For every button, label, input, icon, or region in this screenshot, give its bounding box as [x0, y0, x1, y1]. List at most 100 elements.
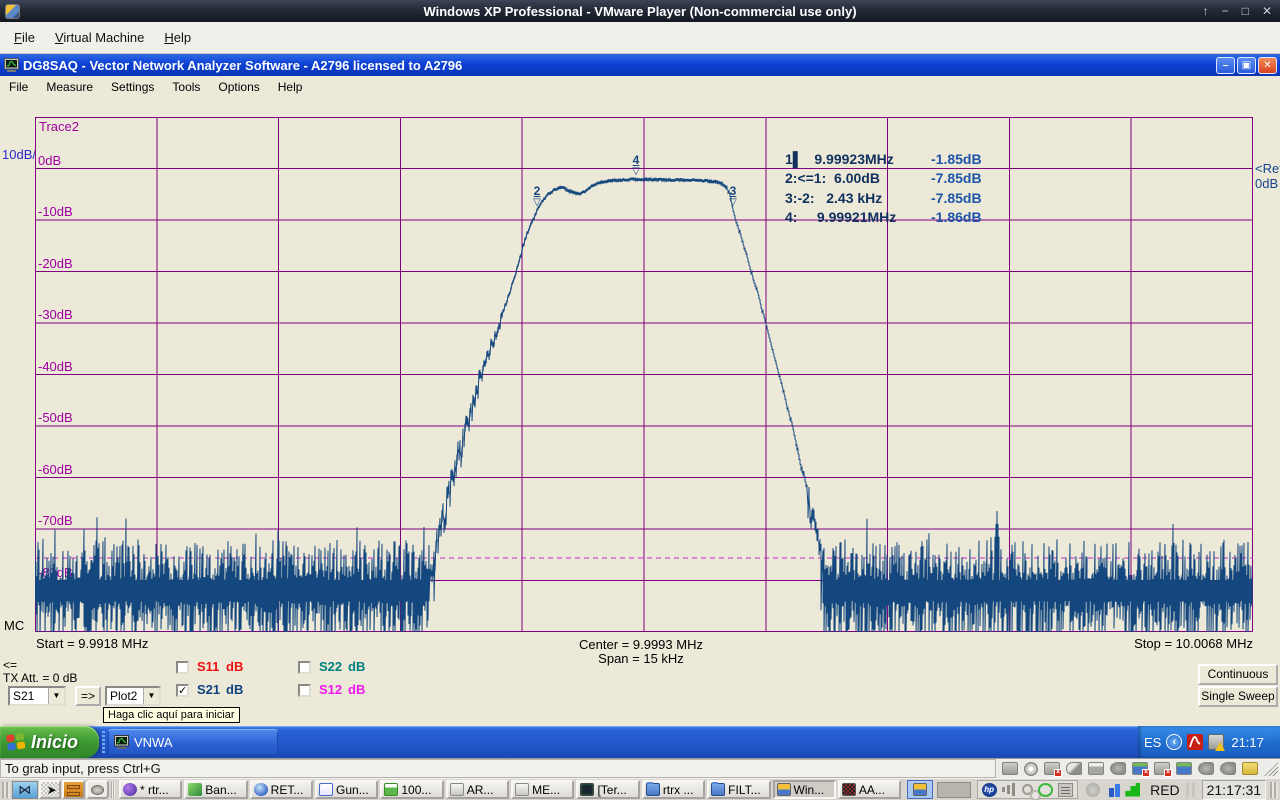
marker-triangle-icon: ▽	[632, 166, 640, 178]
continuous-button[interactable]: Continuous	[1198, 664, 1278, 685]
window-button[interactable]: AA...	[837, 780, 902, 799]
panel-grip[interactable]	[1270, 781, 1279, 798]
vnwa-menu-measure[interactable]: Measure	[46, 79, 94, 94]
start-button[interactable]: Inicio	[0, 726, 99, 758]
floppy-icon[interactable]	[1002, 762, 1018, 775]
resize-grip[interactable]	[1264, 761, 1278, 776]
host-clock[interactable]: 21:17:31	[1201, 779, 1267, 800]
vnwa-app-icon	[114, 734, 129, 749]
checkbox-s21[interactable]: ✓	[176, 684, 189, 697]
s-parameter-select[interactable]: S21 ▼	[8, 686, 66, 706]
window-button[interactable]: [Ter...	[576, 780, 640, 799]
acrobat-tray-icon[interactable]	[1187, 734, 1204, 750]
clipboard-tray-icon[interactable]	[1057, 782, 1073, 797]
vnwa-menu-tools[interactable]: Tools	[172, 79, 201, 94]
marker-row: 1▌ 9.99923MHz -1.85dB	[785, 151, 982, 167]
vnwa-minimize-button[interactable]: –	[1216, 56, 1235, 74]
sound-icon[interactable]	[1110, 762, 1126, 775]
start-button-label: Inicio	[31, 731, 79, 752]
checkbox-s22[interactable]	[298, 661, 311, 674]
task-button-vnwa[interactable]: VNWA	[108, 729, 278, 755]
vnwa-menu-help[interactable]: Help	[277, 79, 303, 94]
vnwa-restore-button[interactable]: ▣	[1237, 56, 1256, 74]
floppy-error-icon[interactable]: ×	[1044, 762, 1062, 777]
vnwa-close-button[interactable]: ✕	[1258, 56, 1277, 74]
window-button-active[interactable]: Win...	[772, 780, 836, 799]
hide-icons-button[interactable]: ‹	[1166, 734, 1183, 750]
single-sweep-button[interactable]: Single Sweep	[1198, 686, 1278, 707]
maximize-icon[interactable]: □	[1241, 4, 1249, 18]
probe-icon[interactable]	[1066, 762, 1082, 775]
printer-icon[interactable]	[1088, 762, 1104, 775]
vnwa-menu-options[interactable]: Options	[218, 79, 260, 94]
checkbox-s22-unit: dB	[348, 659, 366, 674]
hp-tray-icon[interactable]: hp	[981, 782, 997, 797]
app-icon	[515, 783, 530, 796]
window-button[interactable]: Ban...	[184, 780, 248, 799]
usb-icon[interactable]	[1176, 762, 1192, 775]
window-button[interactable]: Gun...	[315, 780, 379, 799]
center-frequency-label: Center = 9.9993 MHz	[579, 637, 703, 652]
bubbles-tray-icon[interactable]	[1021, 784, 1041, 800]
file-manager-launcher[interactable]	[62, 780, 86, 799]
green-oval-tray-icon[interactable]	[1037, 782, 1053, 797]
checkbox-s12-label: S12	[319, 682, 343, 697]
marker-row: 2:<=1: 6.00dB -7.85dB	[785, 170, 982, 187]
y-axis-label: -10dB	[38, 204, 73, 219]
minimize-icon[interactable]: −	[1221, 4, 1229, 18]
vmware-launcher-highlighted[interactable]	[907, 780, 933, 799]
language-indicator[interactable]: ES	[1144, 734, 1162, 750]
window-button[interactable]: RET...	[249, 780, 314, 799]
bar-meter-tray-icon[interactable]	[1108, 782, 1124, 797]
window-button[interactable]: * rtr...	[118, 780, 183, 799]
checkbox-s11[interactable]	[176, 661, 189, 674]
usb-error-icon[interactable]: ×	[1132, 762, 1150, 777]
vmware-tools-tray-icon[interactable]	[1208, 734, 1226, 751]
close-icon[interactable]: ✕	[1261, 4, 1272, 18]
menu-file[interactable]: File	[14, 30, 35, 45]
window-button[interactable]: AR...	[445, 780, 510, 799]
window-button[interactable]: 100...	[380, 780, 444, 799]
window-manager-icon[interactable]: ⋈	[11, 780, 38, 799]
app-icon	[449, 783, 464, 796]
checkbox-s12[interactable]	[298, 684, 311, 697]
chevron-down-icon[interactable]: ▼	[143, 688, 159, 704]
chevron-down-icon[interactable]: ▼	[48, 688, 64, 704]
launcher-button[interactable]	[86, 780, 109, 799]
panel-grip[interactable]	[2, 781, 10, 798]
window-button[interactable]: ME...	[511, 780, 575, 799]
vnwa-menu-settings[interactable]: Settings	[111, 79, 155, 94]
fullscreen-icon[interactable]: ↑	[1202, 4, 1209, 18]
y-scale-label: 10dB/	[2, 147, 36, 162]
tooltip: Haga clic aquí para iniciar	[103, 707, 240, 723]
vnwa-menu-file[interactable]: File	[9, 79, 29, 94]
signal-bars-icon[interactable]	[1001, 782, 1017, 797]
speaker-tray-icon[interactable]	[1085, 782, 1101, 797]
vnwa-titlebar[interactable]: DG8SAQ - Vector Network Analyzer Softwar…	[0, 54, 1280, 76]
marker-3[interactable]: 3 ▽	[726, 184, 740, 208]
xp-system-tray: ES ‹ 21:17	[1138, 726, 1280, 758]
tx-attenuation-label: TX Att. = 0 dB	[3, 671, 78, 685]
sound-icon[interactable]	[1220, 762, 1236, 775]
window-button[interactable]: rtrx ...	[641, 780, 706, 799]
menu-virtual-machine[interactable]: Virtual Machine	[54, 30, 145, 45]
show-desktop-launcher[interactable]: ➤	[38, 780, 62, 799]
assign-trace-button[interactable]: =>	[75, 686, 101, 706]
plot-select[interactable]: Plot2 ▼	[105, 686, 161, 706]
cdrom-icon[interactable]	[1024, 761, 1038, 776]
note-icon[interactable]	[1242, 762, 1258, 775]
xp-clock[interactable]: 21:17	[1231, 734, 1264, 750]
y-axis-label: 0dB	[38, 152, 62, 168]
menu-help[interactable]: Help	[164, 30, 192, 45]
vmware-window-title: Windows XP Professional - VMware Player …	[423, 3, 857, 19]
xp-taskbar: Inicio VNWA ES ‹ 21:17	[0, 726, 1280, 758]
display-error-icon[interactable]: ×	[1154, 762, 1172, 777]
window-button[interactable]: FILT...	[707, 780, 771, 799]
vmware-statusbar: To grab input, press Ctrl+G × × ×	[0, 758, 1280, 778]
marker-2[interactable]: 2 ▽	[530, 184, 544, 208]
workspace-pager[interactable]	[936, 781, 971, 798]
sound-icon[interactable]	[1198, 762, 1214, 775]
y-axis-label: -60dB	[38, 461, 73, 477]
load-monitor-tray-icon[interactable]	[1125, 782, 1141, 797]
marker-4[interactable]: 4 ▽	[629, 154, 643, 177]
